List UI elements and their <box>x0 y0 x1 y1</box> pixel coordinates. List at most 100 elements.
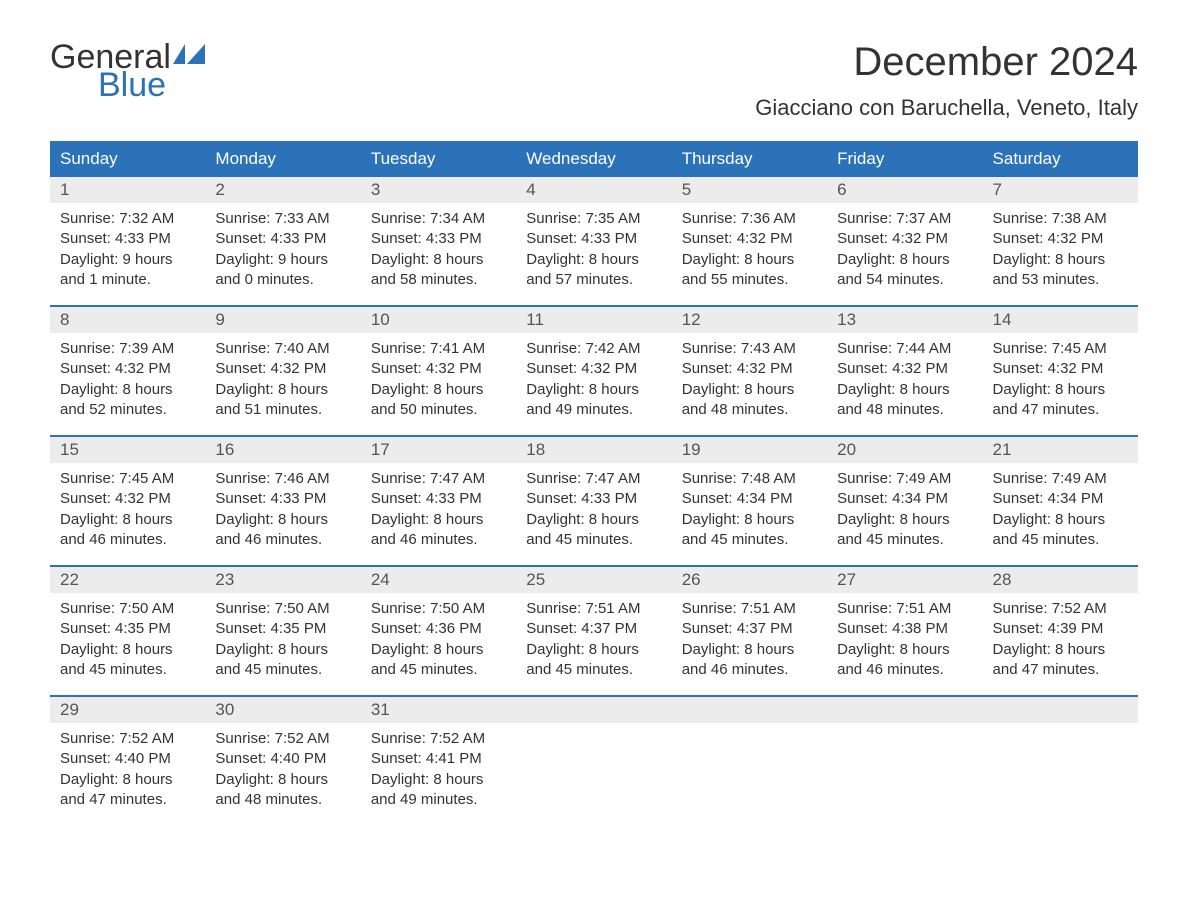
day-dl2: and 0 minutes. <box>215 270 350 290</box>
day-dl2: and 48 minutes. <box>837 400 972 420</box>
day-number: 20 <box>827 437 982 463</box>
day-sunrise: Sunrise: 7:35 AM <box>526 209 661 229</box>
day-dl2: and 46 minutes. <box>215 530 350 550</box>
day-sunrise: Sunrise: 7:36 AM <box>682 209 817 229</box>
day-dl1: Daylight: 8 hours <box>682 640 817 660</box>
day-body: Sunrise: 7:45 AMSunset: 4:32 PMDaylight:… <box>50 463 205 560</box>
day-sunset: Sunset: 4:32 PM <box>371 359 506 379</box>
day-dl2: and 49 minutes. <box>526 400 661 420</box>
day-body: Sunrise: 7:42 AMSunset: 4:32 PMDaylight:… <box>516 333 671 430</box>
day-cell: 12Sunrise: 7:43 AMSunset: 4:32 PMDayligh… <box>672 307 827 435</box>
day-sunrise: Sunrise: 7:45 AM <box>60 469 195 489</box>
day-sunset: Sunset: 4:41 PM <box>371 749 506 769</box>
day-dl1: Daylight: 9 hours <box>60 250 195 270</box>
day-sunrise: Sunrise: 7:41 AM <box>371 339 506 359</box>
day-sunset: Sunset: 4:33 PM <box>215 489 350 509</box>
day-body: Sunrise: 7:50 AMSunset: 4:35 PMDaylight:… <box>50 593 205 690</box>
month-title: December 2024 <box>755 40 1138 85</box>
day-cell: 19Sunrise: 7:48 AMSunset: 4:34 PMDayligh… <box>672 437 827 565</box>
day-body: Sunrise: 7:40 AMSunset: 4:32 PMDaylight:… <box>205 333 360 430</box>
day-sunrise: Sunrise: 7:43 AM <box>682 339 817 359</box>
day-dl2: and 52 minutes. <box>60 400 195 420</box>
day-sunrise: Sunrise: 7:50 AM <box>60 599 195 619</box>
day-dl2: and 45 minutes. <box>60 660 195 680</box>
day-dl1: Daylight: 8 hours <box>837 250 972 270</box>
day-number: 29 <box>50 697 205 723</box>
day-number <box>672 697 827 723</box>
day-dl1: Daylight: 8 hours <box>682 380 817 400</box>
day-dl1: Daylight: 8 hours <box>215 380 350 400</box>
day-cell: 18Sunrise: 7:47 AMSunset: 4:33 PMDayligh… <box>516 437 671 565</box>
week-row: 29Sunrise: 7:52 AMSunset: 4:40 PMDayligh… <box>50 695 1138 825</box>
day-dl1: Daylight: 8 hours <box>371 640 506 660</box>
day-sunset: Sunset: 4:33 PM <box>526 489 661 509</box>
dow-sunday: Sunday <box>50 141 205 177</box>
day-dl1: Daylight: 8 hours <box>60 770 195 790</box>
day-cell: 1Sunrise: 7:32 AMSunset: 4:33 PMDaylight… <box>50 177 205 305</box>
day-cell: 6Sunrise: 7:37 AMSunset: 4:32 PMDaylight… <box>827 177 982 305</box>
day-sunset: Sunset: 4:39 PM <box>993 619 1128 639</box>
day-dl2: and 45 minutes. <box>371 660 506 680</box>
day-dl1: Daylight: 8 hours <box>526 510 661 530</box>
day-body: Sunrise: 7:45 AMSunset: 4:32 PMDaylight:… <box>983 333 1138 430</box>
day-sunrise: Sunrise: 7:52 AM <box>371 729 506 749</box>
day-number: 4 <box>516 177 671 203</box>
day-cell <box>672 697 827 825</box>
day-body: Sunrise: 7:49 AMSunset: 4:34 PMDaylight:… <box>827 463 982 560</box>
day-sunset: Sunset: 4:32 PM <box>993 229 1128 249</box>
day-sunset: Sunset: 4:36 PM <box>371 619 506 639</box>
day-number <box>516 697 671 723</box>
day-dl2: and 53 minutes. <box>993 270 1128 290</box>
week-row: 15Sunrise: 7:45 AMSunset: 4:32 PMDayligh… <box>50 435 1138 565</box>
day-of-week-header: Sunday Monday Tuesday Wednesday Thursday… <box>50 141 1138 177</box>
dow-tuesday: Tuesday <box>361 141 516 177</box>
day-cell <box>516 697 671 825</box>
day-body: Sunrise: 7:52 AMSunset: 4:40 PMDaylight:… <box>50 723 205 820</box>
day-dl1: Daylight: 8 hours <box>215 510 350 530</box>
day-cell: 14Sunrise: 7:45 AMSunset: 4:32 PMDayligh… <box>983 307 1138 435</box>
day-sunrise: Sunrise: 7:33 AM <box>215 209 350 229</box>
day-sunset: Sunset: 4:32 PM <box>526 359 661 379</box>
day-sunset: Sunset: 4:35 PM <box>215 619 350 639</box>
day-dl2: and 45 minutes. <box>526 530 661 550</box>
day-number: 15 <box>50 437 205 463</box>
day-dl1: Daylight: 8 hours <box>993 510 1128 530</box>
day-sunrise: Sunrise: 7:48 AM <box>682 469 817 489</box>
day-cell: 17Sunrise: 7:47 AMSunset: 4:33 PMDayligh… <box>361 437 516 565</box>
day-cell: 21Sunrise: 7:49 AMSunset: 4:34 PMDayligh… <box>983 437 1138 565</box>
day-sunset: Sunset: 4:32 PM <box>682 359 817 379</box>
day-body: Sunrise: 7:33 AMSunset: 4:33 PMDaylight:… <box>205 203 360 300</box>
day-cell: 15Sunrise: 7:45 AMSunset: 4:32 PMDayligh… <box>50 437 205 565</box>
day-dl1: Daylight: 8 hours <box>371 250 506 270</box>
day-cell: 4Sunrise: 7:35 AMSunset: 4:33 PMDaylight… <box>516 177 671 305</box>
brand-word-blue: Blue <box>98 68 217 102</box>
day-dl1: Daylight: 8 hours <box>371 770 506 790</box>
dow-saturday: Saturday <box>983 141 1138 177</box>
day-sunset: Sunset: 4:38 PM <box>837 619 972 639</box>
day-sunset: Sunset: 4:35 PM <box>60 619 195 639</box>
day-dl2: and 49 minutes. <box>371 790 506 810</box>
day-number: 12 <box>672 307 827 333</box>
day-sunset: Sunset: 4:33 PM <box>371 489 506 509</box>
day-sunrise: Sunrise: 7:37 AM <box>837 209 972 229</box>
day-sunrise: Sunrise: 7:45 AM <box>993 339 1128 359</box>
day-sunset: Sunset: 4:37 PM <box>682 619 817 639</box>
day-body: Sunrise: 7:43 AMSunset: 4:32 PMDaylight:… <box>672 333 827 430</box>
day-body: Sunrise: 7:51 AMSunset: 4:38 PMDaylight:… <box>827 593 982 690</box>
day-body: Sunrise: 7:47 AMSunset: 4:33 PMDaylight:… <box>361 463 516 560</box>
day-cell: 13Sunrise: 7:44 AMSunset: 4:32 PMDayligh… <box>827 307 982 435</box>
day-sunrise: Sunrise: 7:32 AM <box>60 209 195 229</box>
day-body: Sunrise: 7:52 AMSunset: 4:41 PMDaylight:… <box>361 723 516 820</box>
day-sunset: Sunset: 4:34 PM <box>837 489 972 509</box>
day-dl1: Daylight: 8 hours <box>526 380 661 400</box>
day-cell: 23Sunrise: 7:50 AMSunset: 4:35 PMDayligh… <box>205 567 360 695</box>
day-cell: 9Sunrise: 7:40 AMSunset: 4:32 PMDaylight… <box>205 307 360 435</box>
day-cell: 2Sunrise: 7:33 AMSunset: 4:33 PMDaylight… <box>205 177 360 305</box>
day-dl2: and 55 minutes. <box>682 270 817 290</box>
day-sunrise: Sunrise: 7:51 AM <box>837 599 972 619</box>
day-number: 24 <box>361 567 516 593</box>
day-dl1: Daylight: 8 hours <box>371 510 506 530</box>
day-number <box>983 697 1138 723</box>
day-sunset: Sunset: 4:32 PM <box>993 359 1128 379</box>
day-body: Sunrise: 7:51 AMSunset: 4:37 PMDaylight:… <box>672 593 827 690</box>
